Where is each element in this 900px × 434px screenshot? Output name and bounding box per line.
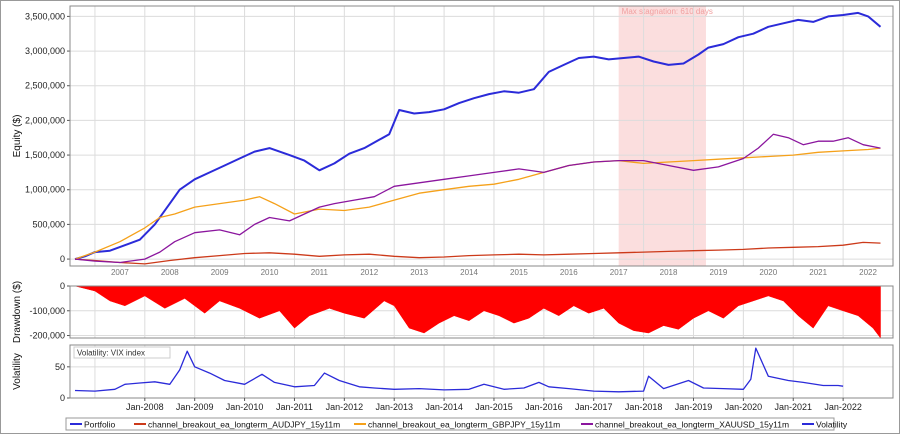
x-tick-label-year: 2012 (360, 268, 378, 277)
y-tick-label: 1,000,000 (25, 185, 65, 195)
x-tick-label-month: Jan-2021 (774, 402, 812, 412)
plot-frame-equity (69, 5, 894, 267)
x-tick-label-year: 2014 (460, 268, 478, 277)
x-tick-label-month: Jan-2011 (276, 402, 313, 412)
y-tick-label: 3,000,000 (25, 46, 65, 56)
legend: Portfolio channel_breakout_ea_longterm_AU… (65, 417, 848, 431)
y-tick-label: 2,500,000 (25, 81, 65, 91)
y-axis-label: Volatility (12, 353, 23, 390)
x-tick-label-year: 2013 (410, 268, 428, 277)
plot-area-volatility (70, 345, 893, 398)
legend-label: channel_breakout_ea_longterm_XAUUSD_15y1… (595, 420, 789, 430)
annotation-box (73, 346, 171, 359)
stagnation-band (618, 6, 706, 266)
plot-frame-drawdown (69, 285, 894, 339)
series-line-channel-breakout-ea-longterm-gbpjpy-15y11m (74, 147, 881, 260)
legend-label: channel_breakout_ea_longterm_AUDJPY_15y1… (148, 420, 340, 430)
y-axis-label: Drawdown ($) (12, 281, 23, 343)
x-tick-label-month: Jan-2016 (525, 402, 563, 412)
y-tick-label: 0 (60, 393, 65, 403)
x-tick-label-year: 2017 (610, 268, 628, 277)
x-tick-label-month: Jan-2020 (725, 402, 763, 412)
panel-volatility: 0 50 Volatility: VIX index Volatility Jan-20… (12, 344, 894, 412)
x-tick-label-month: Jan-2018 (625, 402, 663, 412)
x-tick-label-month: Jan-2017 (575, 402, 613, 412)
y-axis-label: Equity ($) (12, 115, 23, 158)
x-tick-label-year: 2009 (211, 268, 229, 277)
y-tick-label: -200,000 (29, 331, 65, 341)
series-line-channel-breakout-ea-longterm-xauusd-15y11m (74, 133, 881, 264)
legend-label: Portfolio (84, 420, 115, 430)
x-tick-label-year: 2021 (809, 268, 827, 277)
x-tick-label-year: 2011 (311, 268, 329, 277)
series-line-channel-breakout-ea-longterm-audjpy-15y11m (74, 241, 881, 265)
annotation-label: Volatility: VIX index (77, 349, 145, 358)
y-tick-label: 3,500,000 (25, 11, 65, 21)
x-tick-label-year: 2007 (111, 268, 129, 277)
x-tick-label-year: 2008 (161, 268, 179, 277)
stagnation-label: Max stagnation: 610 days (622, 7, 713, 16)
x-tick-label-month: Jan-2010 (226, 402, 264, 412)
y-tick-label: 1,500,000 (25, 150, 65, 160)
x-tick-label-month: Jan-2008 (126, 402, 164, 412)
x-tick-label-month: Jan-2012 (326, 402, 364, 412)
series-line-portfolio (74, 11, 882, 261)
x-tick-label-month: Jan-2015 (475, 402, 513, 412)
x-tick-label-year: 2010 (261, 268, 279, 277)
plot-frame-volatility (69, 344, 894, 399)
x-tick-label-year: 2019 (710, 268, 728, 277)
x-tick-label-month: Jan-2019 (675, 402, 713, 412)
x-tick-label-year: 2018 (660, 268, 678, 277)
y-tick-label: -100,000 (29, 306, 65, 316)
x-tick-label-month: Jan-2014 (425, 402, 463, 412)
y-tick-label: 500,000 (32, 219, 65, 229)
x-tick-label-year: 2022 (859, 268, 877, 277)
panel-equity: Max stagnation: 610 days 0 500,000 1,000,00… (12, 5, 894, 277)
panel-drawdown: 0 -100,000 -200,000 Drawdown ($) (12, 281, 894, 343)
y-tick-label: 2,000,000 (25, 115, 65, 125)
y-tick-label: 0 (60, 281, 65, 291)
x-tick-label-year: 2015 (510, 268, 528, 277)
y-tick-label: 50 (55, 362, 65, 372)
x-tick-label-year: 2016 (560, 268, 578, 277)
x-tick-label-year: 2020 (759, 268, 777, 277)
y-tick-label: 0 (60, 254, 65, 264)
legend-label: Volatility (816, 420, 848, 430)
legend-box (65, 417, 835, 431)
series-area-drawdown (74, 286, 881, 338)
legend-label: channel_breakout_ea_longterm_GBPJPY_15y1… (368, 420, 560, 430)
x-tick-label-month: Jan-2013 (375, 402, 413, 412)
series-line-volatility (74, 347, 844, 393)
plot-area-equity (70, 6, 893, 266)
x-tick-label-month: Jan-2022 (824, 402, 862, 412)
x-tick-label-month: Jan-2009 (176, 402, 214, 412)
